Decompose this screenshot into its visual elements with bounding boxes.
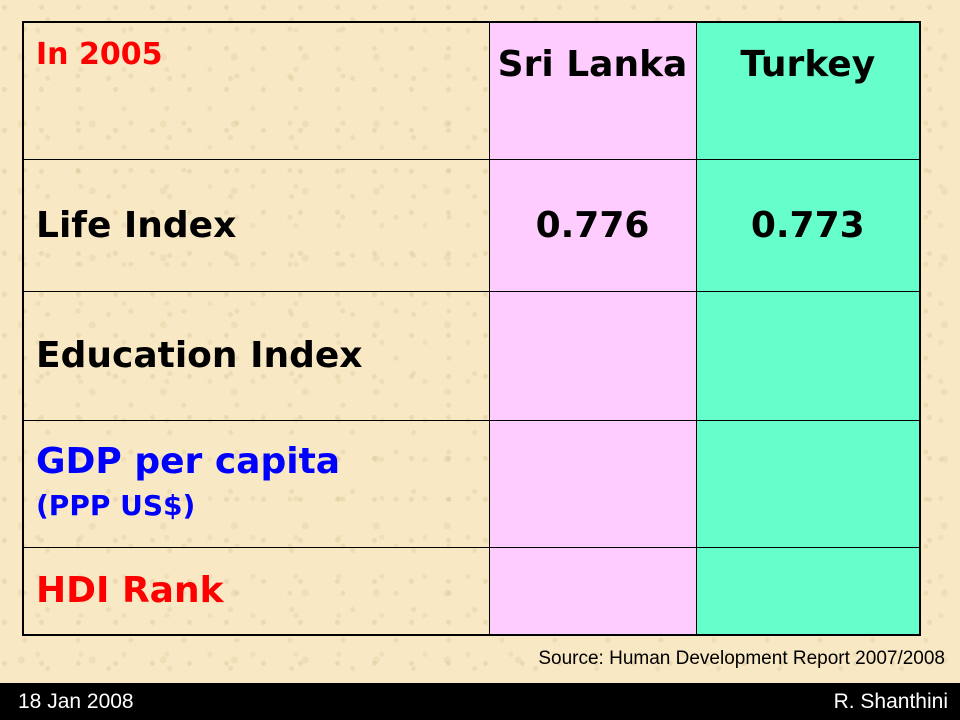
comparison-table: In 2005 Sri Lanka Turkey Life Index 0.77… (22, 21, 921, 636)
row-label-life-index: Life Index (22, 158, 490, 292)
row-label-education-index: Education Index (22, 290, 490, 421)
country-header-sri-lanka: Sri Lanka (488, 21, 697, 160)
row-label-hdi-rank: HDI Rank (22, 546, 490, 636)
footer-author: R. Shanthini (833, 690, 948, 713)
cell-hdi-rank-turkey (695, 546, 921, 636)
gdp-label-unit: (PPP US$) (36, 488, 196, 522)
cell-hdi-rank-sri-lanka (488, 546, 697, 636)
gdp-label-main: GDP per capita (36, 440, 341, 482)
cell-gdp-per-capita-turkey (695, 419, 921, 548)
table-header-row: In 2005 Sri Lanka Turkey (22, 21, 921, 160)
row-label-gdp-per-capita: GDP per capita (PPP US$) (22, 419, 490, 548)
cell-life-index-turkey: 0.773 (695, 158, 921, 292)
year-label: In 2005 (22, 21, 490, 160)
cell-education-index-sri-lanka (488, 290, 697, 421)
footer-bar: 18 Jan 2008 R. Shanthini (0, 683, 960, 720)
table-row: GDP per capita (PPP US$) (22, 419, 921, 548)
cell-gdp-per-capita-sri-lanka (488, 419, 697, 548)
footer-date: 18 Jan 2008 (18, 690, 134, 713)
table-row: Life Index 0.776 0.773 (22, 158, 921, 292)
source-note: Source: Human Development Report 2007/20… (538, 648, 945, 669)
table-row: Education Index (22, 290, 921, 421)
cell-life-index-sri-lanka: 0.776 (488, 158, 697, 292)
cell-education-index-turkey (695, 290, 921, 421)
country-header-turkey: Turkey (695, 21, 921, 160)
table-row: HDI Rank (22, 546, 921, 636)
